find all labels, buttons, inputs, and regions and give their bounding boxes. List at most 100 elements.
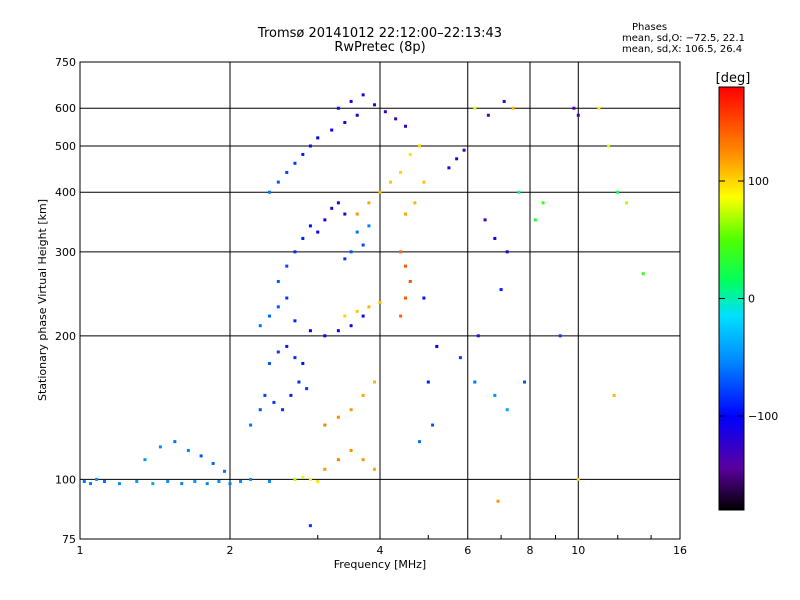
data-point (493, 236, 497, 240)
data-point (281, 408, 285, 412)
data-point (158, 445, 162, 449)
y-tick-label: 75 (62, 533, 76, 546)
data-point (151, 482, 155, 486)
data-point (343, 121, 347, 125)
data-point (199, 454, 203, 458)
data-point (349, 99, 353, 103)
colorbar-ticks: 100 0 −100 (719, 175, 778, 423)
data-point (301, 236, 305, 240)
data-point (276, 305, 280, 309)
data-point (361, 93, 365, 97)
data-point (316, 230, 320, 234)
data-point (403, 296, 407, 300)
data-point (249, 477, 253, 481)
data-point (473, 106, 477, 110)
colorbar-label: [deg] (716, 71, 751, 86)
data-point (399, 314, 403, 318)
data-point (211, 461, 215, 465)
stats-x-mode: mean, sd,X: 106.5, 26.4 (622, 44, 743, 55)
data-point (408, 279, 412, 283)
data-point (505, 408, 509, 412)
data-point (607, 144, 611, 148)
data-point (517, 190, 521, 194)
data-point (308, 524, 312, 528)
y-tick-label: 600 (55, 102, 76, 115)
data-point (308, 329, 312, 333)
x-axis-ticks: 1 2 4 6 8 10 16 (77, 535, 687, 557)
data-point (572, 106, 576, 110)
y-tick-label: 300 (55, 246, 76, 259)
data-point (308, 224, 312, 228)
data-point (483, 218, 487, 222)
data-point (373, 467, 377, 471)
data-point (355, 113, 359, 117)
data-point (389, 180, 393, 184)
data-point (343, 212, 347, 216)
data-point (316, 136, 320, 140)
data-point (413, 201, 417, 205)
data-point (267, 479, 271, 483)
data-point (349, 250, 353, 254)
y-tick-label: 500 (55, 140, 76, 153)
x-axis-label: Frequency [MHz] (334, 558, 426, 571)
data-point (289, 393, 293, 397)
x-tick-label: 16 (673, 544, 687, 557)
data-point (496, 499, 500, 503)
data-point (239, 479, 243, 483)
data-point (276, 180, 280, 184)
y-tick-label: 100 (55, 473, 76, 486)
data-point (408, 152, 412, 156)
x-tick-label: 8 (527, 544, 534, 557)
data-point (293, 319, 297, 323)
data-point (576, 477, 580, 481)
data-point (173, 440, 177, 444)
data-point (355, 309, 359, 313)
data-point (431, 423, 435, 427)
data-point (361, 314, 365, 318)
x-tick-label: 1 (77, 544, 84, 557)
stats-o-mode: mean, sd,O: −72.5, 22.1 (622, 33, 745, 44)
y-axis-ticks: 75 100 200 300 400 500 600 750 (55, 56, 76, 546)
data-point (541, 201, 545, 205)
data-point (558, 334, 562, 338)
data-point (349, 324, 353, 328)
data-point (336, 415, 340, 419)
data-point (301, 152, 305, 156)
data-point (343, 314, 347, 318)
data-point (383, 110, 387, 114)
data-point (323, 467, 327, 471)
data-point (336, 201, 340, 205)
data-point (378, 300, 382, 304)
stats-heading: Phases (632, 22, 668, 33)
data-point (399, 170, 403, 174)
data-point (330, 128, 334, 132)
data-point (180, 482, 184, 486)
data-point (89, 482, 93, 486)
data-point (223, 469, 227, 473)
data-point (499, 288, 503, 292)
data-point (267, 314, 271, 318)
data-point (293, 356, 297, 360)
data-point (641, 272, 645, 276)
data-point (533, 218, 537, 222)
data-point (285, 264, 289, 268)
data-point (258, 324, 262, 328)
data-points (82, 93, 645, 528)
data-point (293, 161, 297, 165)
data-point (394, 117, 398, 121)
data-point (435, 344, 439, 348)
x-tick-label: 6 (464, 544, 471, 557)
data-point (367, 305, 371, 309)
data-point (143, 458, 147, 462)
y-tick-label: 200 (55, 330, 76, 343)
data-point (336, 329, 340, 333)
data-point (301, 475, 305, 479)
data-point (285, 296, 289, 300)
data-point (473, 380, 477, 384)
grid-lines (80, 62, 680, 539)
data-point (336, 458, 340, 462)
data-point (276, 279, 280, 283)
data-point (308, 144, 312, 148)
data-point (217, 479, 221, 483)
